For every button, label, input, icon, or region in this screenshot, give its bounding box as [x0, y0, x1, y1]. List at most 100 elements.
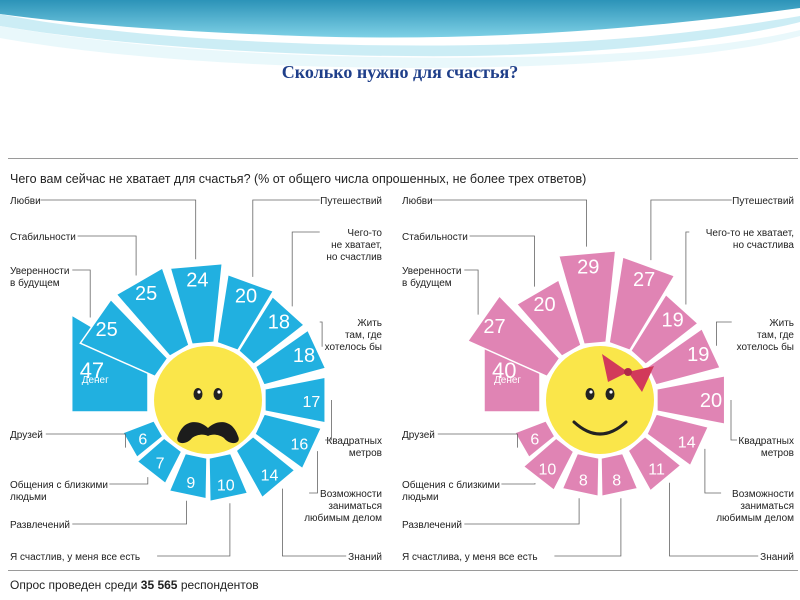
mustache-icon — [177, 422, 239, 444]
male-bar — [216, 273, 275, 352]
female-bar — [645, 413, 710, 467]
female-value-label: 27 — [483, 316, 505, 338]
female-leader-line — [437, 433, 518, 448]
female-bar — [646, 327, 722, 386]
male-leader-line — [40, 199, 197, 260]
female-value-label: 20 — [700, 390, 722, 412]
female-bar — [656, 374, 726, 426]
bottom-divider — [8, 570, 798, 571]
eye-icon — [193, 388, 203, 400]
male-category-label: Чего-то не хватает, но счастлив — [326, 228, 382, 263]
eye-highlight — [197, 390, 201, 394]
female-value-label: 11 — [648, 462, 665, 479]
male-bar — [121, 419, 164, 459]
male-bar — [169, 262, 224, 346]
eye-icon — [605, 388, 615, 400]
female-category-label: Знаний — [760, 552, 794, 563]
male-category-label: Жить там, где хотелось бы — [325, 318, 383, 353]
female-category-label: Я счастлива, у меня все есть — [402, 552, 538, 563]
male-value-label: 16 — [291, 437, 309, 454]
male-category-label: Любви — [10, 195, 41, 207]
female-bar — [513, 419, 556, 459]
male-value-label: 9 — [186, 475, 195, 492]
male-bar — [168, 452, 208, 500]
male-bar — [237, 295, 306, 366]
female-leader-line — [669, 482, 759, 557]
female-category-label: Чего-то не хватает, но счастлива — [706, 228, 795, 251]
male-leader-line — [291, 231, 320, 307]
bow-icon — [602, 354, 628, 382]
survey-note: Опрос проведен среди 35 565 респондентов — [10, 578, 259, 592]
female-bar — [600, 452, 639, 498]
male-value-label: 17 — [303, 394, 321, 411]
male-category-label: Стабильности — [10, 231, 76, 243]
male-value-label: 14 — [261, 467, 279, 484]
male-value-label: 7 — [156, 455, 165, 472]
male-value-label: 25 — [95, 319, 117, 341]
male-category-label: Знаний — [348, 552, 382, 563]
female-category-label: Возможности заниматься любимым делом — [716, 489, 794, 524]
eye-icon — [213, 388, 223, 400]
female-leader-line — [650, 199, 732, 261]
male-category-label: Развлечений — [10, 520, 70, 531]
female-bar — [522, 437, 575, 492]
male-value-label: 6 — [138, 432, 147, 449]
female-bar — [627, 435, 683, 493]
female-bar — [557, 250, 617, 346]
male-bar — [235, 435, 296, 499]
male-bar — [79, 298, 169, 378]
male-money-label: Денег — [82, 375, 109, 386]
male-leader-line — [77, 235, 137, 276]
male-leader-line — [309, 451, 318, 494]
male-value-label: 20 — [235, 286, 257, 308]
female-value-label: 14 — [678, 434, 696, 451]
female-leader-line — [432, 199, 587, 247]
female-leader-line — [554, 498, 622, 557]
female-leader-line — [464, 269, 479, 315]
female-category-label: Жить там, где хотелось бы — [737, 318, 795, 353]
eye-highlight — [589, 390, 593, 394]
male-bar — [115, 266, 191, 358]
female-leader-line — [704, 448, 722, 494]
survey-note-suffix: респондентов — [177, 578, 259, 592]
female-value-label: 40 — [492, 358, 516, 383]
female-category-label: Стабильности — [402, 231, 468, 243]
female-value-label: 29 — [577, 257, 599, 279]
figure-title: Чего вам сейчас не хватает для счастья? … — [10, 172, 587, 186]
female-leader-line — [730, 400, 737, 441]
male-leader-line — [109, 477, 149, 485]
female-value-label: 19 — [661, 309, 683, 331]
male-leader-line — [72, 500, 187, 525]
female-category-label: Уверенности в будущем — [402, 266, 461, 289]
eye-highlight — [217, 390, 221, 394]
survey-note-prefix: Опрос проведен среди — [10, 578, 141, 592]
female-value-label: 6 — [530, 432, 539, 449]
male-bar — [208, 452, 249, 503]
female-category-label: Любви — [402, 195, 433, 207]
male-value-label: 47 — [80, 358, 104, 383]
male-bar — [253, 413, 323, 470]
female-value-label: 27 — [633, 269, 655, 291]
female-leader-line — [501, 483, 536, 485]
male-leader-line — [282, 488, 347, 557]
male-bar — [264, 376, 326, 424]
header-wave-decoration — [0, 0, 800, 68]
male-category-label: Возможности заниматься любимым делом — [304, 489, 382, 524]
female-value-label: 8 — [579, 473, 588, 490]
female-money-label: Денег — [494, 375, 521, 386]
male-value-label: 24 — [186, 269, 208, 291]
male-category-label: Уверенности в будущем — [10, 266, 69, 289]
male-category-label: Друзей — [10, 430, 43, 441]
male-category-label: Я счастлив, у меня все есть — [10, 552, 140, 563]
smile-mouth — [572, 420, 628, 436]
female-leader-line — [716, 321, 732, 346]
top-divider — [8, 158, 798, 159]
eye-highlight — [609, 390, 613, 394]
male-leader-line — [325, 400, 332, 441]
female-bar — [561, 452, 600, 498]
male-value-label: 18 — [293, 345, 315, 367]
female-leader-line — [685, 231, 690, 305]
female-bar — [515, 278, 583, 358]
female-smiley-face — [546, 346, 654, 454]
